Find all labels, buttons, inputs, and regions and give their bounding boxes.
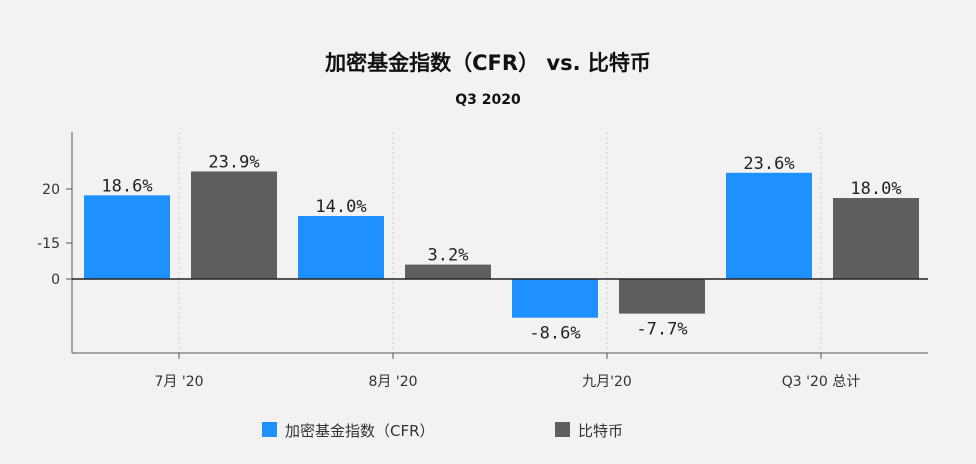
bar [726,172,812,279]
legend-swatch [262,422,277,437]
data-label: 3.2% [428,246,469,266]
data-label: 23.9% [208,152,259,172]
bar [298,216,384,279]
bar [84,195,170,279]
legend-label: 加密基金指数（CFR） [285,422,435,440]
data-label: 18.0% [850,179,901,199]
bar [833,198,919,279]
data-label: 14.0% [315,197,366,217]
bar [405,264,491,279]
y-tick-label: -15 [37,236,60,252]
chart-title: 加密基金指数（CFR） vs. 比特币 [324,51,651,75]
plot-area: 7月 '20 8月 '20 九月'20 Q3 '20 总计 20 -15 0 18.6% 14.… [37,132,928,390]
x-tick-label: 九月'20 [582,374,632,390]
x-tick-label: Q3 '20 总计 [782,374,861,390]
data-label: 18.6% [101,176,152,196]
bar [619,279,705,314]
data-label: 23.6% [743,154,794,174]
legend: 加密基金指数（CFR） 比特币 [262,422,623,440]
legend-swatch [555,422,570,437]
bar [512,279,598,318]
bar [191,171,277,279]
chart-subtitle: Q3 2020 [455,92,521,108]
x-tick-label: 7月 '20 [154,374,203,390]
y-tick-label: 20 [42,182,60,198]
data-label: -7.7% [636,320,687,340]
legend-label: 比特币 [578,422,623,440]
y-tick-label: 0 [51,272,60,288]
data-label: -8.6% [529,324,580,344]
x-tick-label: 8月 '20 [368,374,417,390]
